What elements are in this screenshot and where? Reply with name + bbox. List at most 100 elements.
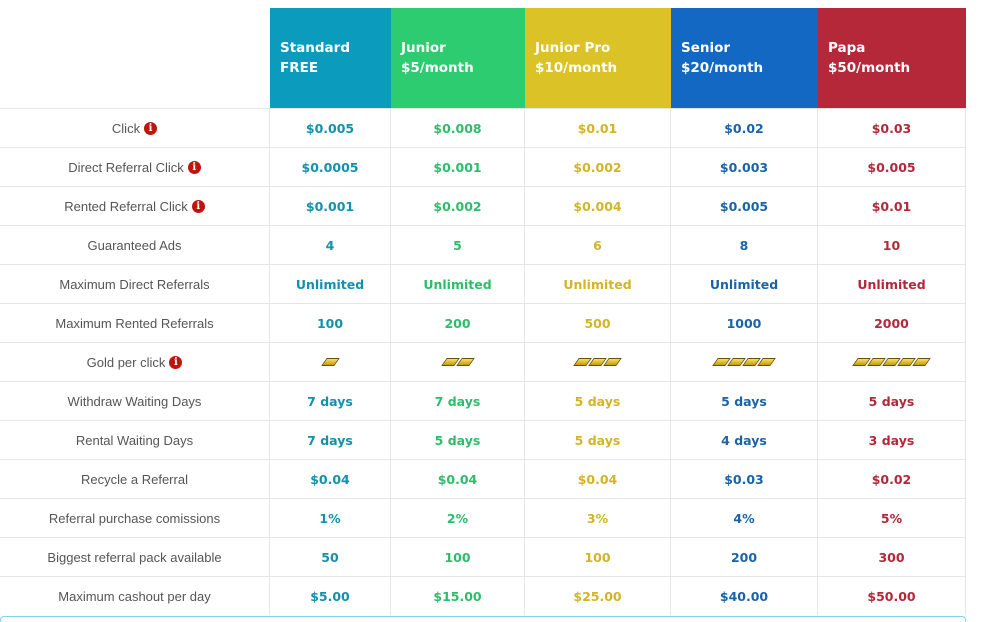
value-cell: 5 days [525,382,671,420]
value-cell: 1000 [671,304,818,342]
value-cell: 2% [391,499,525,537]
gold-bar-icon [912,358,931,366]
feature-label-text: Maximum Rented Referrals [55,315,214,331]
table-row: Withdraw Waiting Days 7 days 7 days 5 days 5… [0,381,966,420]
plan-name: Senior [681,40,731,56]
feature-label-text: Maximum cashout per day [58,588,211,604]
table-row: Referral purchase comissions 1% 2% 3% 4% 5% [0,498,966,537]
info-icon[interactable]: i [144,121,158,135]
table-row: Maximum cashout per day $5.00 $15.00 $25.00… [0,576,966,615]
value-cell: 5 days [671,382,818,420]
feature-label: Recycle a Referral [0,460,270,498]
value-cell: $0.004 [525,187,671,225]
gold-bars [270,343,391,381]
value-cell: 100 [525,538,671,576]
feature-label: Biggest referral pack available [0,538,270,576]
plan-header-junior: Junior $5/month [391,8,525,108]
gold-bar-icon [603,358,622,366]
table-row: Maximum Direct Referrals Unlimited Unlimit… [0,264,966,303]
value-cell: 50 [270,538,391,576]
value-cell: 4 days [671,421,818,459]
plan-price: FREE [280,60,319,76]
value-cell: Unlimited [270,265,391,303]
value-cell: $50.00 [818,577,966,615]
value-cell: 100 [391,538,525,576]
value-cell: 5 days [818,382,966,420]
value-cell: $40.00 [671,577,818,615]
value-cell: $0.005 [270,109,391,147]
feature-label: Direct Referral Click i [0,148,270,186]
info-icon[interactable]: i [169,355,183,369]
value-cell: $0.001 [391,148,525,186]
value-cell: 5% [818,499,966,537]
value-cell: 7 days [391,382,525,420]
value-cell: 5 [391,226,525,264]
table-row: Recycle a Referral $0.04 $0.04 $0.04 $0.03 $0… [0,459,966,498]
feature-label: Maximum cashout per day [0,577,270,615]
value-cell: $0.04 [270,460,391,498]
value-cell: 8 [671,226,818,264]
feature-label: Maximum Direct Referrals [0,265,270,303]
gold-bars [391,343,525,381]
value-cell: 4 [270,226,391,264]
gold-bars [818,343,966,381]
value-cell: 7 days [270,382,391,420]
value-cell: $25.00 [525,577,671,615]
value-cell: 4% [671,499,818,537]
table-row: Rental Waiting Days 7 days 5 days 5 days 4 d… [0,420,966,459]
value-cell: $0.01 [818,187,966,225]
table-row: Direct Referral Click i $0.0005 $0.001 $0.00… [0,147,966,186]
value-cell: 3% [525,499,671,537]
value-cell: Unlimited [391,265,525,303]
feature-label-text: Guaranteed Ads [87,237,182,253]
gold-bars [671,343,818,381]
plan-price: $5/month [401,60,474,76]
value-cell: $0.001 [270,187,391,225]
plan-header-senior: Senior $20/month [671,8,818,108]
feature-label: Gold per click i [0,343,270,381]
feature-label-text: Rented Referral Click [64,198,188,214]
plan-header-row: Standard FREE Junior $5/month Junior Pro $10/… [0,8,966,108]
gold-bar-icon [757,358,776,366]
value-cell: $0.008 [391,109,525,147]
value-cell: $0.02 [671,109,818,147]
value-cell: 5 days [525,421,671,459]
feature-label-text: Maximum Direct Referrals [59,276,210,292]
feature-label-text: Gold per click [86,354,166,370]
table-row: Biggest referral pack available 50 100 100 2… [0,537,966,576]
value-cell: $0.005 [818,148,966,186]
value-cell: $0.005 [671,187,818,225]
info-icon[interactable]: i [187,160,201,174]
plan-price: $50/month [828,60,911,76]
value-cell: 1% [270,499,391,537]
value-cell: 5 days [391,421,525,459]
value-cell: 7 days [270,421,391,459]
feature-label: Maximum Rented Referrals [0,304,270,342]
feature-label-text: Direct Referral Click [68,159,184,175]
value-cell: Unlimited [525,265,671,303]
value-cell: $0.03 [671,460,818,498]
value-cell: $0.01 [525,109,671,147]
feature-label-text: Biggest referral pack available [47,549,222,565]
plan-header-junior-pro: Junior Pro $10/month [525,8,671,108]
feature-label: Referral purchase comissions [0,499,270,537]
value-cell: $0.04 [525,460,671,498]
table-row: Click i $0.005 $0.008 $0.01 $0.02 $0.03 [0,108,966,147]
table-footer-border [0,616,966,622]
info-icon[interactable]: i [191,199,205,213]
gold-bar-icon [320,358,340,366]
plan-name: Junior Pro [535,40,611,56]
feature-label-text: Rental Waiting Days [75,432,194,448]
table-row: Rented Referral Click i $0.001 $0.002 $0.004… [0,186,966,225]
feature-label-text: Recycle a Referral [81,471,188,487]
value-cell: $0.03 [818,109,966,147]
table-row: Maximum Rented Referrals 100 200 500 1000 200… [0,303,966,342]
plan-name: Junior [401,40,446,56]
value-cell: $0.0005 [270,148,391,186]
value-cell: 500 [525,304,671,342]
value-cell: $0.003 [671,148,818,186]
plan-price: $20/month [681,60,764,76]
plan-header-standard: Standard FREE [270,8,391,108]
table-row: Gold per click i [0,342,966,381]
value-cell: $0.02 [818,460,966,498]
